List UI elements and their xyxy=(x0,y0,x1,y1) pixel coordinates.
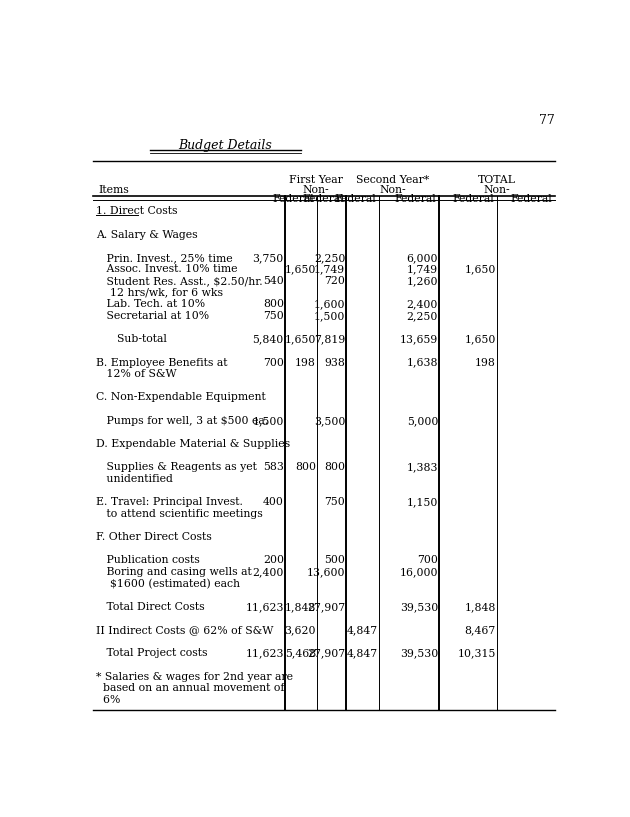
Text: 1,600: 1,600 xyxy=(314,299,345,310)
Text: Boring and casing wells at: Boring and casing wells at xyxy=(96,567,251,577)
Text: 39,530: 39,530 xyxy=(400,602,438,612)
Text: Supplies & Reagents as yet: Supplies & Reagents as yet xyxy=(96,462,256,472)
Text: 700: 700 xyxy=(263,358,284,368)
Text: 11,623: 11,623 xyxy=(245,602,284,612)
Text: Non-: Non- xyxy=(302,185,329,194)
Text: 1,500: 1,500 xyxy=(314,311,345,321)
Text: 500: 500 xyxy=(324,556,345,565)
Text: 12 hrs/wk, for 6 wks: 12 hrs/wk, for 6 wks xyxy=(96,288,223,297)
Text: based on an annual movement of: based on an annual movement of xyxy=(96,683,284,694)
Text: 583: 583 xyxy=(263,462,284,472)
Text: 10,315: 10,315 xyxy=(457,649,496,659)
Text: Federal: Federal xyxy=(395,194,437,203)
Text: 4,847: 4,847 xyxy=(346,649,377,659)
Text: Second Year*: Second Year* xyxy=(356,175,429,185)
Text: Pumps for well, 3 at $500 ea.: Pumps for well, 3 at $500 ea. xyxy=(96,416,268,426)
Text: II Indirect Costs @ 62% of S&W: II Indirect Costs @ 62% of S&W xyxy=(96,625,273,635)
Text: 6%: 6% xyxy=(96,695,120,705)
Text: Federal: Federal xyxy=(335,194,376,203)
Text: 16,000: 16,000 xyxy=(399,567,438,577)
Text: 800: 800 xyxy=(324,462,345,472)
Text: Publication costs: Publication costs xyxy=(96,556,200,565)
Text: 13,659: 13,659 xyxy=(400,334,438,344)
Text: 1,383: 1,383 xyxy=(406,462,438,472)
Text: unidentified: unidentified xyxy=(96,474,173,484)
Text: 2,400: 2,400 xyxy=(253,567,284,577)
Text: Secretarial at 10%: Secretarial at 10% xyxy=(96,311,209,321)
Text: Federal: Federal xyxy=(273,194,314,203)
Text: 27,907: 27,907 xyxy=(307,602,345,612)
Text: 1,150: 1,150 xyxy=(407,498,438,507)
Text: * Salaries & wages for 2nd year are: * Salaries & wages for 2nd year are xyxy=(96,672,293,681)
Text: Non-: Non- xyxy=(484,185,510,194)
Text: 3,620: 3,620 xyxy=(285,625,316,635)
Text: Sub-total: Sub-total xyxy=(96,334,167,344)
Text: Federal: Federal xyxy=(510,194,553,203)
Text: Total Direct Costs: Total Direct Costs xyxy=(96,602,205,612)
Text: 1,749: 1,749 xyxy=(314,265,345,275)
Text: 1. Direct Costs: 1. Direct Costs xyxy=(96,206,177,217)
Text: 13,600: 13,600 xyxy=(307,567,345,577)
Text: 800: 800 xyxy=(263,299,284,310)
Text: D. Expendable Material & Supplies: D. Expendable Material & Supplies xyxy=(96,439,290,449)
Text: 11,623: 11,623 xyxy=(245,649,284,659)
Text: 198: 198 xyxy=(295,358,316,368)
Text: 12% of S&W: 12% of S&W xyxy=(96,369,176,379)
Text: 2,250: 2,250 xyxy=(407,311,438,321)
Text: 27,907: 27,907 xyxy=(307,649,345,659)
Text: 5,000: 5,000 xyxy=(407,416,438,426)
Text: 1,500: 1,500 xyxy=(253,416,284,426)
Text: F. Other Direct Costs: F. Other Direct Costs xyxy=(96,532,212,542)
Text: 6,000: 6,000 xyxy=(406,252,438,263)
Text: B. Employee Benefits at: B. Employee Benefits at xyxy=(96,358,227,368)
Text: 700: 700 xyxy=(417,556,438,565)
Text: Non-: Non- xyxy=(379,185,406,194)
Text: 1,749: 1,749 xyxy=(407,265,438,275)
Text: 1,650: 1,650 xyxy=(285,265,316,275)
Text: 1,650: 1,650 xyxy=(285,334,316,344)
Text: 750: 750 xyxy=(263,311,284,321)
Text: 938: 938 xyxy=(324,358,345,368)
Text: 39,530: 39,530 xyxy=(400,649,438,659)
Text: to attend scientific meetings: to attend scientific meetings xyxy=(96,509,263,519)
Text: Federal: Federal xyxy=(302,194,344,203)
Text: 1,848: 1,848 xyxy=(285,602,316,612)
Text: 8,467: 8,467 xyxy=(464,625,496,635)
Text: Student Res. Asst., $2.50/hr.: Student Res. Asst., $2.50/hr. xyxy=(96,276,263,286)
Text: 800: 800 xyxy=(295,462,316,472)
Text: 200: 200 xyxy=(263,556,284,565)
Text: 1,260: 1,260 xyxy=(406,276,438,286)
Text: Budget Details: Budget Details xyxy=(178,139,272,152)
Text: 1,638: 1,638 xyxy=(406,358,438,368)
Text: 720: 720 xyxy=(324,276,345,286)
Text: Prin. Invest., 25% time: Prin. Invest., 25% time xyxy=(96,252,232,263)
Text: 4,847: 4,847 xyxy=(346,625,377,635)
Text: First Year: First Year xyxy=(289,175,343,185)
Text: 1,650: 1,650 xyxy=(464,265,496,275)
Text: 540: 540 xyxy=(263,276,284,286)
Text: 3,750: 3,750 xyxy=(253,252,284,263)
Text: 2,400: 2,400 xyxy=(407,299,438,310)
Text: A. Salary & Wages: A. Salary & Wages xyxy=(96,230,197,239)
Text: 1,848: 1,848 xyxy=(464,602,496,612)
Text: TOTAL: TOTAL xyxy=(478,175,516,185)
Text: 198: 198 xyxy=(475,358,496,368)
Text: Total Project costs: Total Project costs xyxy=(96,649,207,659)
Text: Assoc. Invest. 10% time: Assoc. Invest. 10% time xyxy=(96,265,238,275)
Text: $1600 (estimated) each: $1600 (estimated) each xyxy=(96,578,240,589)
Text: E. Travel: Principal Invest.: E. Travel: Principal Invest. xyxy=(96,498,243,507)
Text: 750: 750 xyxy=(324,498,345,507)
Text: 3,500: 3,500 xyxy=(314,416,345,426)
Text: 7,819: 7,819 xyxy=(314,334,345,344)
Text: 77: 77 xyxy=(539,114,555,127)
Text: C. Non-Expendable Equipment: C. Non-Expendable Equipment xyxy=(96,392,266,403)
Text: 400: 400 xyxy=(263,498,284,507)
Text: Lab. Tech. at 10%: Lab. Tech. at 10% xyxy=(96,299,205,310)
Text: 5,468: 5,468 xyxy=(285,649,316,659)
Text: Items: Items xyxy=(98,185,129,194)
Text: 5,840: 5,840 xyxy=(253,334,284,344)
Text: Federal: Federal xyxy=(452,194,495,203)
Text: 1,650: 1,650 xyxy=(464,334,496,344)
Text: 2,250: 2,250 xyxy=(314,252,345,263)
